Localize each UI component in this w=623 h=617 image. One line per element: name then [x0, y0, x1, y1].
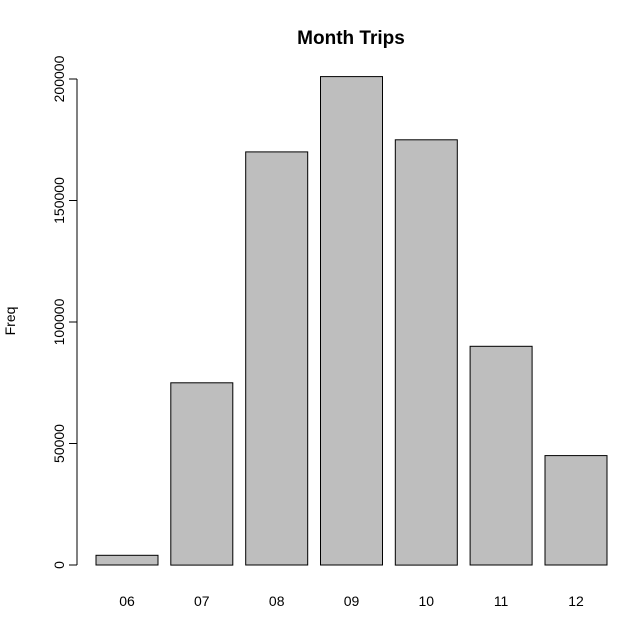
x-tick-label: 08 [269, 593, 285, 609]
bar-06 [95, 554, 159, 566]
y-tick-label: 100000 [51, 298, 67, 345]
bar-08 [245, 151, 309, 566]
y-axis-label: Freq [2, 307, 18, 336]
x-tick-label: 06 [119, 593, 135, 609]
y-tick-label: 200000 [51, 55, 67, 102]
bar-09 [320, 76, 383, 566]
y-axis: 0 50000 100000 150000 200000 [51, 55, 78, 569]
chart-title: Month Trips [297, 28, 405, 49]
bar-12 [544, 455, 608, 566]
x-tick-label: 12 [568, 593, 584, 609]
y-tick-label: 150000 [51, 177, 67, 224]
x-axis-labels: 06 07 08 09 10 11 12 [119, 593, 584, 609]
x-tick-label: 07 [194, 593, 210, 609]
bar-07 [170, 382, 234, 566]
bar-11 [469, 345, 533, 566]
bar-10 [394, 139, 458, 566]
y-tick-label: 50000 [51, 424, 67, 463]
x-tick-label: 10 [419, 593, 435, 609]
y-tick-label: 0 [51, 561, 67, 569]
x-tick-label: 09 [344, 593, 360, 609]
x-tick-label: 11 [494, 593, 509, 609]
bars-group [95, 76, 608, 566]
